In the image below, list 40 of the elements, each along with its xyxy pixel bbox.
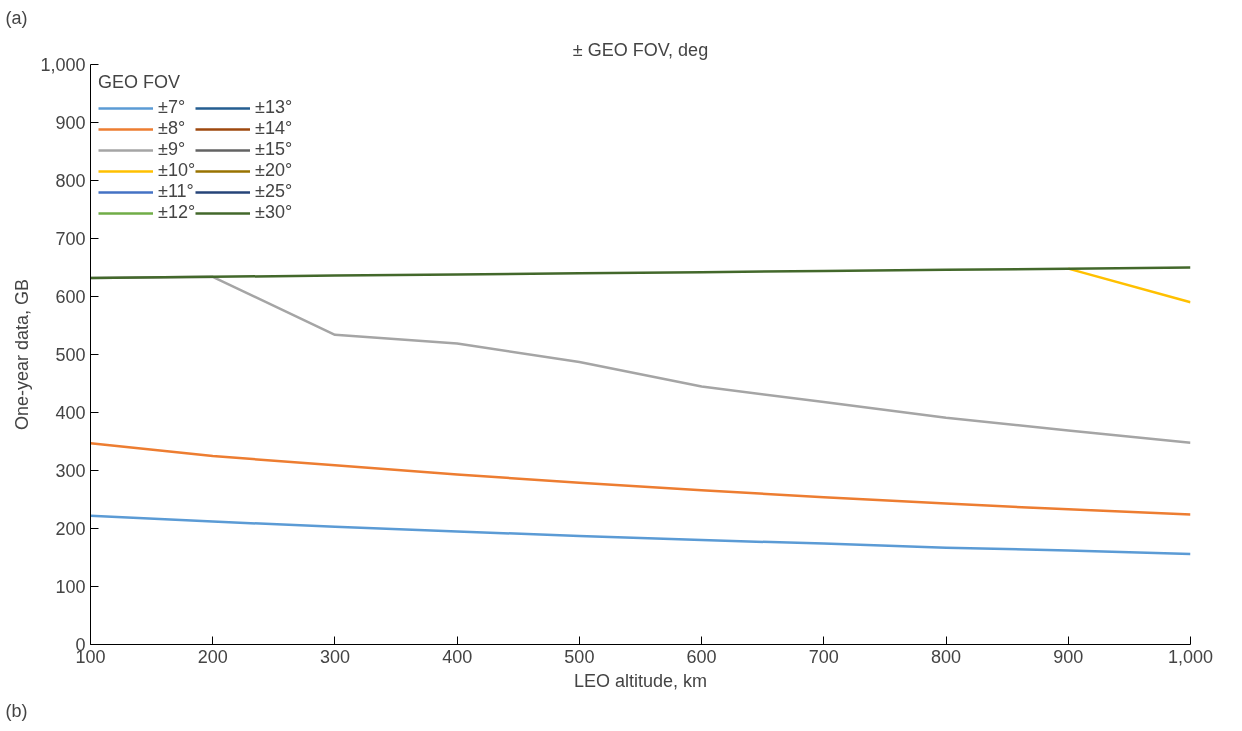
legend-label: ±14° [255,118,293,139]
legend-label: ±8° [158,118,186,139]
x-tick-label: 200 [197,646,228,667]
y-tick-label: 500 [55,345,86,365]
legend-label: ±15° [255,139,293,160]
y-tick-label: 800 [55,171,86,191]
chart-title: ± GEO FOV, deg [572,39,709,60]
y-tick-label: 900 [55,113,86,133]
y-tick-label: 200 [55,519,86,539]
text: (a) [5,7,28,28]
legend-label: ±11° [158,181,194,202]
y-tick-label: 600 [55,287,86,307]
legend-label: ±7° [158,97,186,118]
x-tick-label: 1,000 [1167,646,1214,667]
text: (b) [5,700,28,721]
y-tick-label: 700 [55,229,86,249]
legend-label: ±10° [158,160,196,181]
line-series [90,514,1191,556]
x-tick-label: 600 [686,646,717,667]
y-tick-label: 300 [55,461,86,481]
line-series [90,441,1191,516]
x-tick-label: 300 [319,646,350,667]
y-tick-label: 1,000 [40,55,86,75]
x-tick-label: 800 [931,646,962,667]
x-tick-label: 400 [442,646,473,667]
x-tick-label: 700 [808,646,839,667]
legend-title: GEO FOV [98,72,181,93]
legend-label: ±30° [255,202,293,223]
line-series [90,266,1191,280]
x-tick-label: 500 [564,646,595,667]
x-tick-label: 900 [1053,646,1084,667]
y-tick-label: 100 [55,577,86,597]
legend-label: ±9° [158,139,186,160]
y-axis-title: One-year data, GB [12,278,33,431]
legend-label: ±20° [255,160,293,181]
legend-label: ±25° [255,181,293,202]
x-axis-title: LEO altitude, km [573,670,708,691]
legend-label: ±13° [255,97,293,118]
y-tick-label: 400 [55,403,86,423]
legend-label: ±12° [158,202,196,223]
